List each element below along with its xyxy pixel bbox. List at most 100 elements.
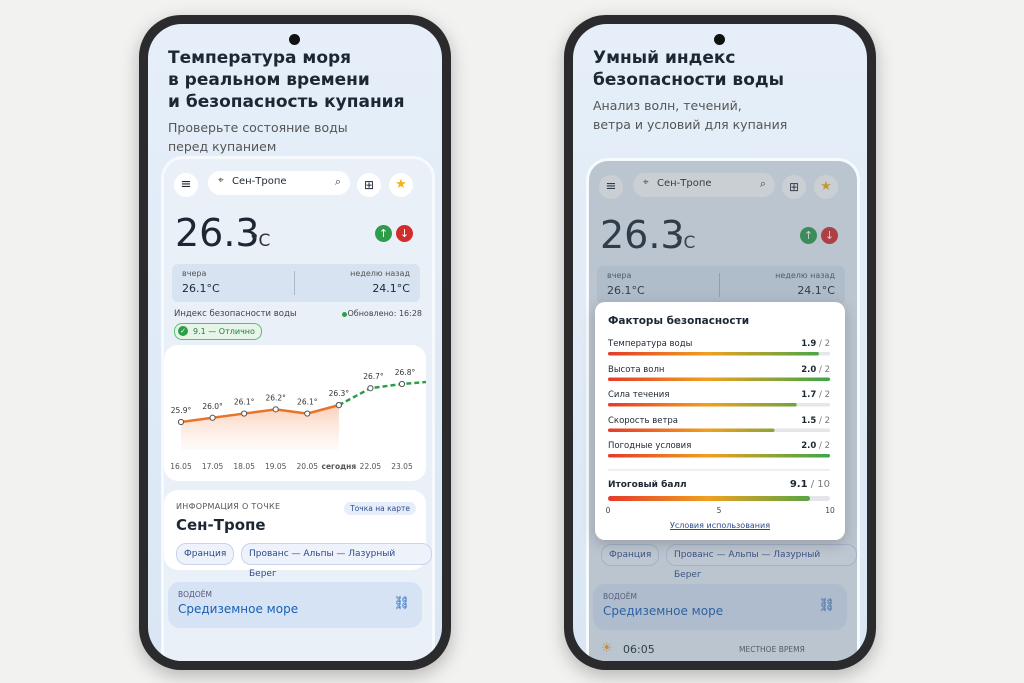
stat-value: 24.1°C <box>797 284 835 297</box>
arrow-up: ↑ <box>375 225 392 242</box>
score: 1.9 <box>801 339 817 349</box>
place-name: Сен-Тропе <box>176 516 266 534</box>
temperature: 26.3 <box>175 211 260 255</box>
chart-card: 25.9° 26.0° 26.1° 26.2° 26.1° 26.3° 26.7° 26.8°… <box>164 345 427 481</box>
point <box>398 380 406 388</box>
water-label: ВОДОЁМ <box>603 592 638 601</box>
search-text: Сен-Тропе <box>232 176 287 187</box>
x-tick-label: 23.05 <box>391 462 413 471</box>
arrow-up: ↑ <box>800 227 817 244</box>
factor-score: 1.5 / 2 <box>801 416 830 426</box>
phone-screen: Температура моря в реальном времени и безо… <box>148 24 442 661</box>
max: 2 <box>824 390 830 400</box>
factor-score: 2.0 / 2 <box>801 365 830 375</box>
arrow-down: ↓ <box>396 225 413 242</box>
score-max: / 2 <box>816 339 830 349</box>
apps-button[interactable]: ⊞ <box>782 175 806 199</box>
temperature-unit: °C <box>675 233 696 253</box>
chart: 25.9° 26.0° 26.1° 26.2° 26.1° 26.3° 26.7° 26.8°… <box>170 368 427 471</box>
updated: Обновлено: 16:28 <box>347 309 422 318</box>
line <box>180 403 340 424</box>
separator: / <box>816 339 825 349</box>
menu-button[interactable]: ≡ <box>599 175 623 199</box>
favorite-button[interactable]: ★ <box>814 175 838 199</box>
factor-bars: 0 5 10 <box>606 352 835 515</box>
separator: / <box>816 390 825 400</box>
terms-link[interactable]: Условия использования <box>669 521 771 530</box>
search-field[interactable]: Сен-Тропе ⌖ ⌕ <box>633 173 775 197</box>
stat-label: вчера <box>182 269 207 278</box>
temperature-unit: °C <box>250 231 271 251</box>
factors-panel: Факторы безопасности 0 5 10 Температура воды… <box>595 302 845 540</box>
water-card: ВОДОЁМ Средиземное море ⛓ <box>168 582 422 628</box>
score: 2.0 <box>801 441 817 451</box>
favorite-button[interactable]: ★ <box>389 173 413 197</box>
factor-name: Сила течения <box>608 390 670 400</box>
apps-button[interactable]: ⊞ <box>357 173 381 197</box>
factor-score: 2.0 / 2 <box>801 441 830 451</box>
stat-divider <box>719 273 720 297</box>
region-chip[interactable]: Прованс — Альпы — Лазурный Берег <box>241 543 432 579</box>
camera <box>289 34 300 45</box>
temperature: 26.3 <box>600 213 685 257</box>
stats-box: вчера 26.1°C неделю назад 24.1°C <box>597 266 845 304</box>
separator: / <box>816 364 825 375</box>
search-icon: ⌕ <box>334 175 341 188</box>
headline: в реальном времени <box>168 70 370 90</box>
factor-score: 1.7 / 2 <box>801 390 830 400</box>
score: 1.5 <box>801 415 817 426</box>
factor-name: Высота волн <box>608 364 665 375</box>
factor-bar <box>608 403 797 407</box>
status-dot <box>342 312 347 317</box>
info-label: ИНФОРМАЦИЯ О ТОЧКЕ <box>176 502 281 511</box>
map-button[interactable]: Точка на карте <box>344 502 416 515</box>
point <box>304 410 311 417</box>
safety-label: Индекс безопасности воды <box>174 309 297 319</box>
factor-name: Температура воды <box>608 339 693 349</box>
x-tick-label: 17.05 <box>202 462 224 471</box>
factor-bar <box>608 428 775 432</box>
arrow-down: ↓ <box>821 227 838 244</box>
score-max: / 2 <box>816 365 830 375</box>
water-name: Средиземное море <box>603 604 724 618</box>
x-tick-label: сегодня <box>322 462 357 471</box>
point <box>367 385 374 392</box>
area <box>181 405 339 450</box>
phone-screen: Умный индекс безопасности воды Анализ волн… <box>573 24 867 661</box>
scale-tick-label: 5 <box>717 506 722 515</box>
subtitle: перед купанием <box>168 139 277 154</box>
score: 2.0 <box>801 364 817 375</box>
sun-icon: ☀ <box>601 641 613 656</box>
headline: Температура моря <box>168 48 352 68</box>
stat-value: 26.1°C <box>182 282 220 295</box>
x-tick-label: 20.05 <box>297 462 319 471</box>
total-bar <box>608 496 811 501</box>
factor-bar <box>608 352 819 356</box>
search-field[interactable]: Сен-Тропе ⌖ ⌕ <box>208 171 350 195</box>
subtitle: ветра и условий для купания <box>593 117 788 132</box>
score-max: / 2 <box>816 416 830 426</box>
max: 2 <box>824 364 830 375</box>
value-label: 26.3° <box>329 389 350 398</box>
max: 2 <box>824 339 830 349</box>
country-chip[interactable]: Франция <box>601 544 660 566</box>
x-tick-label: 19.05 <box>265 462 287 471</box>
separator: / <box>816 415 825 426</box>
factor-bar <box>608 377 830 381</box>
value-label: 26.8° <box>395 368 416 377</box>
search-icon: ⌕ <box>759 177 766 190</box>
country-chip[interactable]: Франция <box>176 543 235 565</box>
menu-button[interactable]: ≡ <box>174 173 198 197</box>
headline: безопасности воды <box>593 70 784 90</box>
total-score: 9.1 / 10 <box>790 479 830 490</box>
total-max: 10 <box>817 479 830 490</box>
separator: / <box>807 479 818 490</box>
factor-name: Скорость ветра <box>608 415 678 426</box>
region-chip[interactable]: Прованс — Альпы — Лазурный Берег <box>666 544 857 580</box>
factor-name: Погодные условия <box>608 441 692 451</box>
line <box>338 380 427 407</box>
factor-bar <box>608 454 830 458</box>
score-max: / 2 <box>816 390 830 400</box>
headline: Умный индекс <box>593 48 736 68</box>
water-name: Средиземное море <box>178 602 299 616</box>
